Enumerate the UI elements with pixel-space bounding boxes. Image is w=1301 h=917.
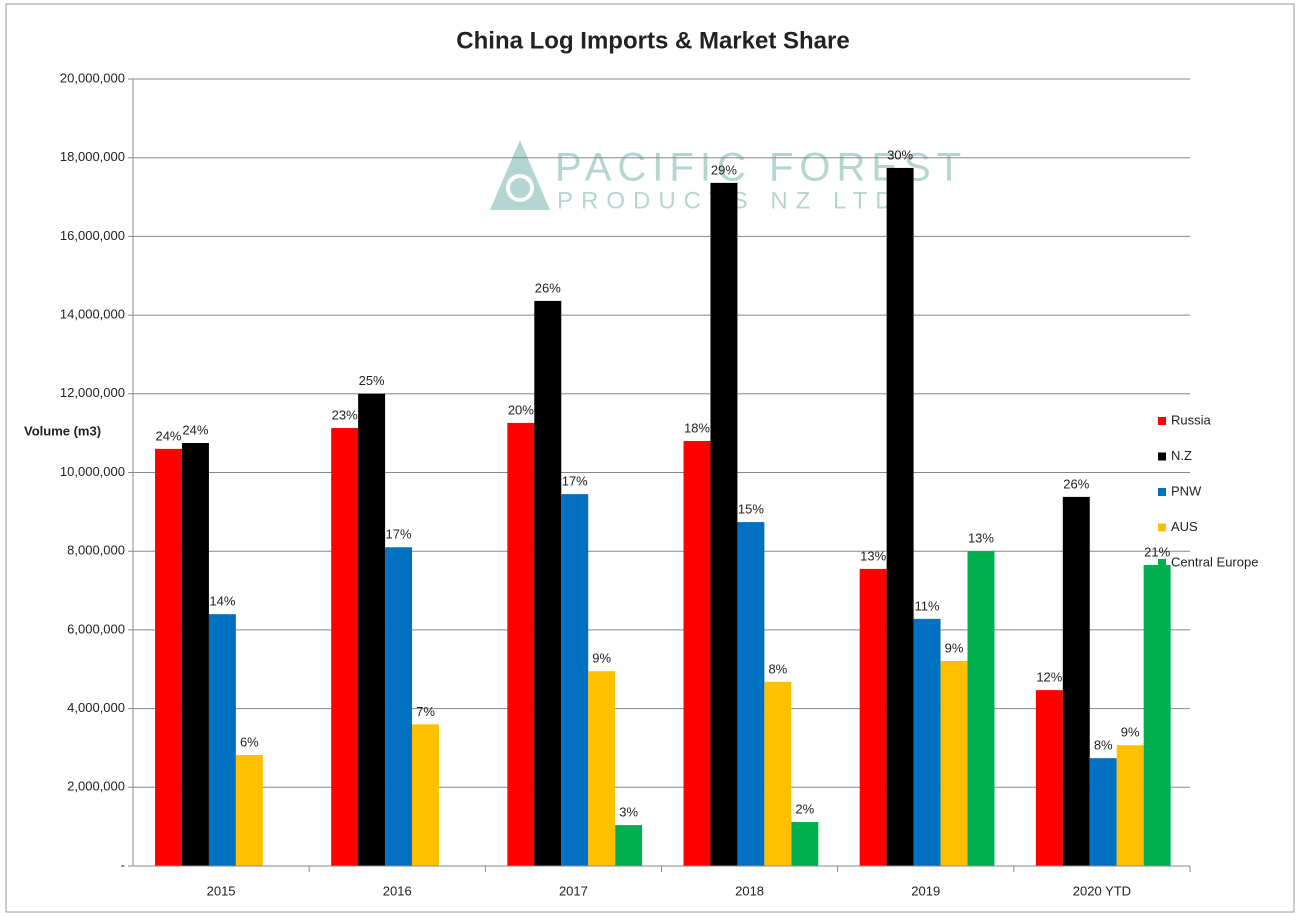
bar	[886, 167, 914, 866]
bar	[1089, 758, 1117, 866]
share-label: 15%	[738, 502, 764, 517]
logo-swirl	[506, 174, 534, 202]
bar	[683, 441, 711, 866]
legend-swatch	[1158, 417, 1166, 425]
share-label: 7%	[416, 704, 435, 719]
bar	[913, 618, 941, 866]
share-label: 9%	[945, 640, 964, 655]
bar	[967, 551, 995, 866]
bar	[385, 547, 413, 866]
legend-label: AUS	[1171, 519, 1198, 534]
bar	[1116, 745, 1144, 866]
share-label: 26%	[1063, 476, 1089, 491]
bar	[208, 614, 236, 866]
share-label: 20%	[508, 402, 534, 417]
share-label: 11%	[915, 598, 940, 613]
bar	[358, 393, 386, 866]
bar	[791, 821, 819, 866]
share-label: 9%	[592, 651, 611, 666]
chart-title: China Log Imports & Market Share	[456, 27, 849, 54]
share-label: 21%	[1144, 544, 1170, 559]
bar	[940, 660, 968, 866]
watermark-logo	[490, 140, 550, 210]
share-label: 17%	[562, 474, 588, 489]
bar	[155, 448, 182, 866]
share-label: 6%	[240, 734, 259, 749]
bar	[331, 428, 359, 866]
bar	[1035, 690, 1063, 866]
share-label: 17%	[386, 527, 412, 542]
bar	[588, 671, 616, 866]
legend-swatch	[1158, 452, 1166, 461]
share-label: 24%	[182, 422, 208, 437]
x-tick-label: 2020 YTD	[1073, 883, 1131, 898]
share-label: 18%	[684, 420, 710, 435]
y-tick-label: 14,000,000	[60, 307, 125, 322]
legend-swatch	[1158, 523, 1166, 532]
bar	[764, 681, 792, 866]
share-label: 13%	[968, 531, 994, 546]
bar	[710, 182, 738, 866]
bar	[181, 442, 209, 866]
x-tick-label: 2016	[383, 883, 412, 898]
legend-swatch	[1158, 488, 1166, 496]
share-label: 13%	[860, 548, 886, 563]
share-label: 2%	[795, 801, 814, 816]
bar	[534, 300, 562, 867]
legend-swatch	[1158, 559, 1166, 567]
share-label: 8%	[768, 661, 787, 676]
bar	[1062, 496, 1090, 866]
x-tick-label: 2018	[735, 883, 764, 898]
bar	[507, 422, 535, 866]
share-label: 8%	[1094, 738, 1113, 753]
y-axis-label: Volume (m3)	[24, 423, 101, 438]
bar	[561, 494, 589, 866]
x-tick-label: 2015	[207, 883, 236, 898]
legend-label: PNW	[1171, 483, 1202, 498]
bar	[737, 522, 765, 866]
y-tick-label: 8,000,000	[67, 543, 125, 558]
share-label: 30%	[887, 147, 913, 162]
y-tick-label: 4,000,000	[67, 700, 125, 715]
share-label: 26%	[535, 280, 561, 295]
bar	[859, 568, 887, 866]
y-tick-label: 2,000,000	[67, 779, 125, 794]
bar	[235, 755, 263, 866]
legend-label: N.Z	[1171, 448, 1192, 463]
bar	[412, 724, 440, 866]
share-label: 14%	[209, 594, 235, 609]
y-tick-label: 20,000,000	[60, 70, 125, 85]
legend-label: Russia	[1171, 412, 1212, 427]
logo-triangle	[490, 140, 550, 210]
x-tick-label: 2017	[559, 883, 588, 898]
share-label: 24%	[155, 428, 181, 443]
share-label: 25%	[359, 373, 385, 388]
y-tick-label: 6,000,000	[67, 621, 125, 636]
x-tick-label: 2019	[911, 883, 940, 898]
bar	[615, 825, 643, 866]
y-tick-label: -	[121, 857, 125, 872]
share-label: 23%	[332, 407, 358, 422]
bar	[1143, 564, 1171, 866]
share-label: 12%	[1036, 670, 1062, 685]
legend-label: Central Europe	[1171, 554, 1258, 569]
share-label: 29%	[711, 162, 737, 177]
share-label: 3%	[619, 805, 638, 820]
y-tick-label: 16,000,000	[60, 228, 125, 243]
y-tick-label: 10,000,000	[60, 464, 125, 479]
y-tick-label: 12,000,000	[60, 385, 125, 400]
share-label: 9%	[1121, 725, 1140, 740]
y-tick-label: 18,000,000	[60, 149, 125, 164]
